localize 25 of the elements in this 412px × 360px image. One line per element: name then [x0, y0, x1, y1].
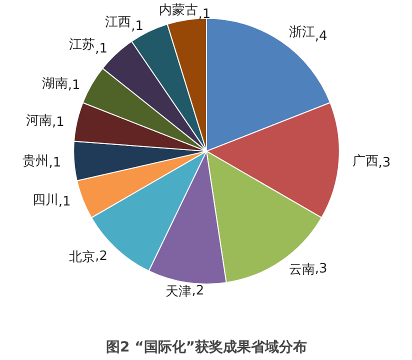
data-label: ,2 [192, 283, 204, 298]
data-label: ,1 [95, 41, 108, 56]
slice-label: 四川 [32, 192, 58, 208]
data-label: ,4 [314, 28, 328, 44]
data-label: ,1 [198, 6, 211, 22]
slice-label: 内蒙古 [159, 2, 198, 18]
slice-label: 河南 [26, 114, 52, 129]
slice-label: 北京 [69, 250, 96, 265]
data-label: ,1 [131, 18, 144, 34]
data-label: ,1 [58, 194, 71, 210]
slice-label: 浙江 [288, 24, 315, 40]
text: 图2 “国际化”获奖成果省域分布 [106, 340, 308, 356]
data-label: ,3 [378, 155, 391, 170]
slice-label: 江苏 [69, 37, 96, 52]
data-label: ,1 [52, 115, 64, 130]
data-label: ,3 [314, 262, 328, 277]
slice-label: 天津 [166, 284, 192, 300]
data-label: ,1 [68, 78, 80, 93]
slice-label: 广西 [352, 154, 378, 169]
data-label: ,1 [48, 155, 62, 170]
slice-label: 江西 [105, 14, 132, 30]
data-label: ,2 [95, 248, 108, 264]
slice-label: 云南 [288, 262, 315, 278]
slice-label: 贵州 [22, 154, 49, 169]
slice-label: 湖南 [42, 76, 68, 92]
